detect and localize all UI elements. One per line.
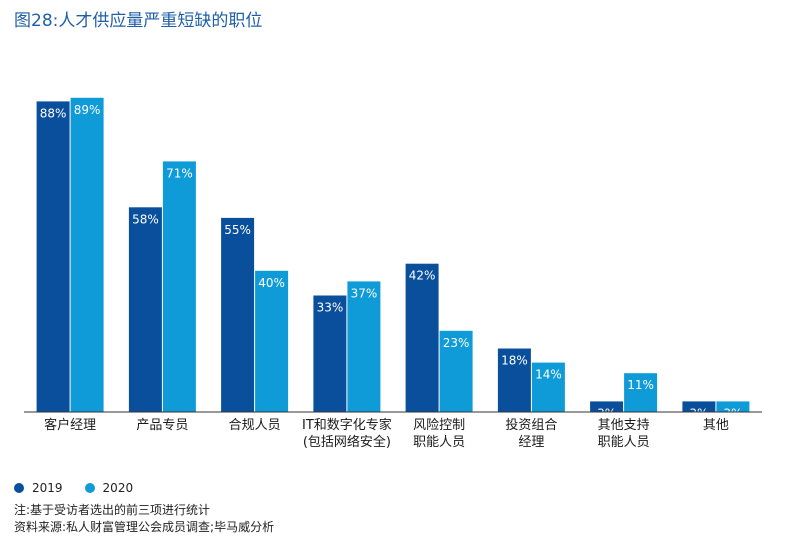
bar-2020-4: [439, 330, 473, 412]
category-label-4-line2: 职能人员: [413, 435, 465, 450]
data-label-2020-3: 37%: [351, 286, 378, 300]
category-label-7: 其他: [703, 418, 729, 433]
bar-2020-3: [347, 281, 381, 412]
source-note: 资料来源:私人财富管理公会成员调查;毕马威分析: [14, 520, 275, 534]
footnote: 注:基于受访者选出的前三项进行统计: [14, 503, 211, 517]
bar-2019-3: [313, 295, 347, 412]
bar-2020-1: [162, 161, 196, 412]
category-label-6: 其他支持: [598, 418, 650, 433]
data-label-2019-7: 3%: [689, 406, 708, 420]
bar-2019-7: [682, 401, 716, 412]
bar-2020-7: [716, 401, 750, 412]
bar-2019-0: [36, 101, 70, 413]
category-label-1: 产品专员: [136, 418, 188, 433]
data-label-2020-0: 89%: [74, 103, 101, 117]
data-label-2019-4: 42%: [409, 269, 436, 283]
data-label-2019-0: 88%: [40, 106, 67, 120]
legend-label-2019: 2019: [32, 481, 63, 495]
legend-swatch-2020: [84, 483, 95, 493]
chart-title: 图28:人才供应量严重短缺的职位: [14, 11, 263, 31]
category-label-0: 客户经理: [44, 417, 96, 433]
data-label-2020-1: 71%: [166, 166, 193, 180]
data-label-2020-4: 23%: [443, 336, 470, 350]
data-label-2019-5: 18%: [501, 354, 528, 368]
legend-swatch-2019: [14, 483, 24, 493]
data-label-2020-2: 40%: [258, 276, 285, 290]
bar-2019-2: [221, 217, 255, 412]
category-label-5-line2: 经理: [518, 435, 544, 450]
bar-2020-6: [624, 373, 658, 412]
category-label-3: IT和数字化专家: [302, 417, 392, 433]
category-label-2: 合规人员: [229, 418, 281, 433]
bar-2020-5: [531, 362, 565, 412]
bar-2019-6: [590, 401, 624, 412]
data-label-2019-2: 55%: [224, 223, 251, 237]
data-label-2019-6: 3%: [597, 406, 616, 420]
bar-2019-1: [128, 207, 162, 412]
data-label-2020-6: 11%: [627, 378, 654, 392]
category-label-6-line2: 职能人员: [598, 435, 650, 450]
data-label-2019-1: 58%: [132, 212, 159, 226]
bar-2019-5: [497, 348, 531, 412]
bar-chart: 88% 89% 客户经理 58% 71% 产品专员 55% 40% 合规人员 33% 37% IT和数…: [24, 97, 762, 450]
category-label-4: 风险控制: [413, 418, 465, 433]
data-label-2019-3: 33%: [317, 301, 344, 315]
legend-label-2020: 2020: [102, 481, 134, 495]
legend-item-2020: 2020: [84, 481, 134, 495]
legend: 2019 2020: [14, 481, 155, 495]
category-label-5: 投资组合: [505, 417, 557, 433]
bar-2019-4: [405, 263, 439, 412]
legend-item-2019: 2019: [14, 481, 63, 495]
data-label-2020-5: 14%: [535, 368, 562, 382]
bar-2020-2: [255, 270, 289, 412]
category-label-3-line2: (包括网络安全): [303, 434, 391, 450]
data-label-2020-7: 3%: [723, 406, 742, 420]
bar-2020-0: [70, 97, 104, 413]
